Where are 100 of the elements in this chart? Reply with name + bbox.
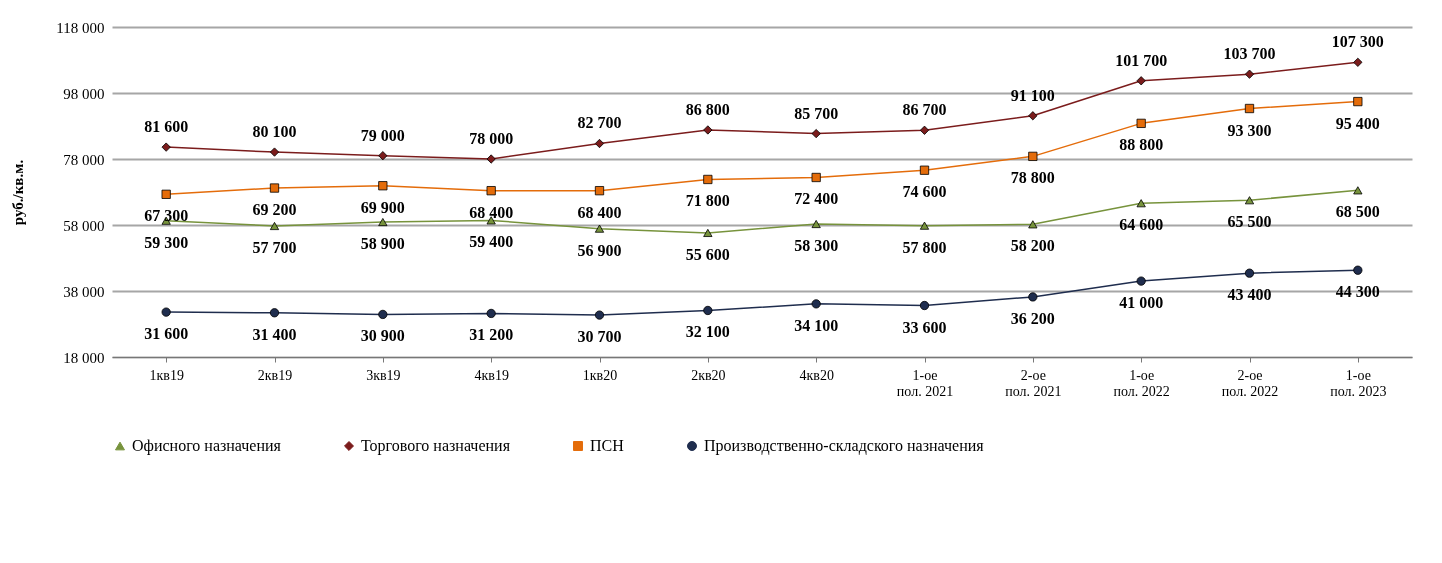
point xyxy=(1028,220,1038,229)
point xyxy=(811,129,821,139)
point xyxy=(811,219,821,229)
point xyxy=(1244,196,1255,205)
point xyxy=(161,189,171,199)
x-tick-label: 1-ое пол. 2021 xyxy=(896,367,954,399)
data-label: 88 800 xyxy=(1119,136,1164,154)
data-label: 68 500 xyxy=(1335,203,1380,221)
point xyxy=(269,308,280,318)
point xyxy=(703,305,713,316)
point xyxy=(1353,97,1363,107)
point xyxy=(378,309,388,319)
y-tick-label: 18 000 xyxy=(63,349,105,366)
legend-label: ПСН xyxy=(590,437,625,454)
data-label: 64 600 xyxy=(1119,216,1164,234)
data-label: 59 400 xyxy=(469,233,514,251)
point xyxy=(1244,103,1255,114)
data-label: 79 000 xyxy=(360,126,405,144)
data-label: 72 400 xyxy=(794,190,839,208)
point xyxy=(1028,151,1038,161)
data-label: 95 400 xyxy=(1335,114,1380,132)
data-label: 85 700 xyxy=(794,104,839,122)
x-tick-label: 1-ое пол. 2022 xyxy=(1113,367,1170,399)
data-label: 68 400 xyxy=(577,203,622,221)
data-label: 68 400 xyxy=(469,203,514,221)
data-label: 36 200 xyxy=(1010,309,1055,327)
point xyxy=(1244,69,1255,79)
data-label: 34 100 xyxy=(794,316,839,334)
point xyxy=(1136,118,1146,128)
data-label: 74 600 xyxy=(902,183,947,201)
legend-label: Офисного назначения xyxy=(132,437,282,455)
data-label: 58 900 xyxy=(360,235,405,253)
point xyxy=(269,183,280,193)
y-axis-title: руб./кв.м. xyxy=(10,159,27,226)
x-tick-label: 2кв20 xyxy=(691,367,726,383)
x-tick-label: 4кв19 xyxy=(474,367,509,383)
x-tick-label: 4кв20 xyxy=(799,367,834,383)
point xyxy=(378,218,388,227)
data-label: 107 300 xyxy=(1331,33,1384,51)
point xyxy=(378,181,388,191)
point xyxy=(378,151,388,161)
data-label: 86 700 xyxy=(902,101,947,119)
point xyxy=(486,154,496,164)
data-label: 71 800 xyxy=(685,192,730,210)
point xyxy=(1028,111,1038,121)
legend-label: Производственно-складского назначения xyxy=(704,437,985,455)
point xyxy=(703,174,713,185)
data-label: 30 700 xyxy=(577,328,622,346)
data-label: 58 200 xyxy=(1010,237,1055,255)
point xyxy=(1136,276,1146,286)
point xyxy=(594,310,605,320)
y-tick-label: 98 000 xyxy=(63,85,105,102)
data-label: 56 900 xyxy=(577,241,622,259)
data-label: 57 800 xyxy=(902,238,947,256)
y-tick-label: 58 000 xyxy=(63,217,105,234)
x-tick-label: 2-ое пол. 2021 xyxy=(1005,367,1062,399)
data-label: 81 600 xyxy=(144,118,189,136)
point xyxy=(594,186,605,196)
point xyxy=(1353,186,1363,195)
point xyxy=(269,147,280,157)
data-label: 30 900 xyxy=(360,327,405,345)
data-label: 31 600 xyxy=(144,325,189,343)
point xyxy=(919,221,930,230)
data-label: 44 300 xyxy=(1335,283,1380,301)
point xyxy=(594,138,605,149)
point xyxy=(1353,265,1363,275)
point xyxy=(594,224,605,233)
y-tick-label: 78 000 xyxy=(63,151,105,168)
data-label: 78 800 xyxy=(1010,169,1055,187)
point xyxy=(1136,199,1146,208)
data-label: 80 100 xyxy=(252,123,297,141)
point xyxy=(1028,292,1038,302)
data-label: 58 300 xyxy=(794,237,839,255)
point xyxy=(1136,76,1146,86)
y-tick-label: 38 000 xyxy=(63,283,105,300)
data-label: 93 300 xyxy=(1227,121,1272,139)
x-tick-label: 2кв19 xyxy=(257,367,293,383)
point xyxy=(919,125,930,135)
data-label: 33 600 xyxy=(902,318,947,336)
point xyxy=(919,165,930,175)
data-label: 103 700 xyxy=(1223,45,1276,63)
data-label: 55 600 xyxy=(685,245,730,263)
point xyxy=(919,300,930,311)
data-label: 69 200 xyxy=(252,201,297,219)
data-label: 43 400 xyxy=(1227,286,1272,304)
data-label: 65 500 xyxy=(1227,213,1272,231)
data-label: 86 800 xyxy=(685,100,730,118)
point xyxy=(486,186,496,196)
point xyxy=(161,142,171,152)
point xyxy=(703,125,713,135)
data-label: 31 200 xyxy=(469,326,514,344)
point xyxy=(161,307,171,317)
data-label: 91 100 xyxy=(1010,86,1055,104)
data-label: 41 000 xyxy=(1119,294,1164,312)
point xyxy=(486,308,496,319)
x-tick-label: 1кв20 xyxy=(582,367,618,383)
data-label: 78 000 xyxy=(469,130,514,147)
legend-label: Торгового назначения xyxy=(361,437,511,455)
x-tick-label: 1кв19 xyxy=(149,367,184,383)
y-tick-label: 118 000 xyxy=(56,19,105,36)
